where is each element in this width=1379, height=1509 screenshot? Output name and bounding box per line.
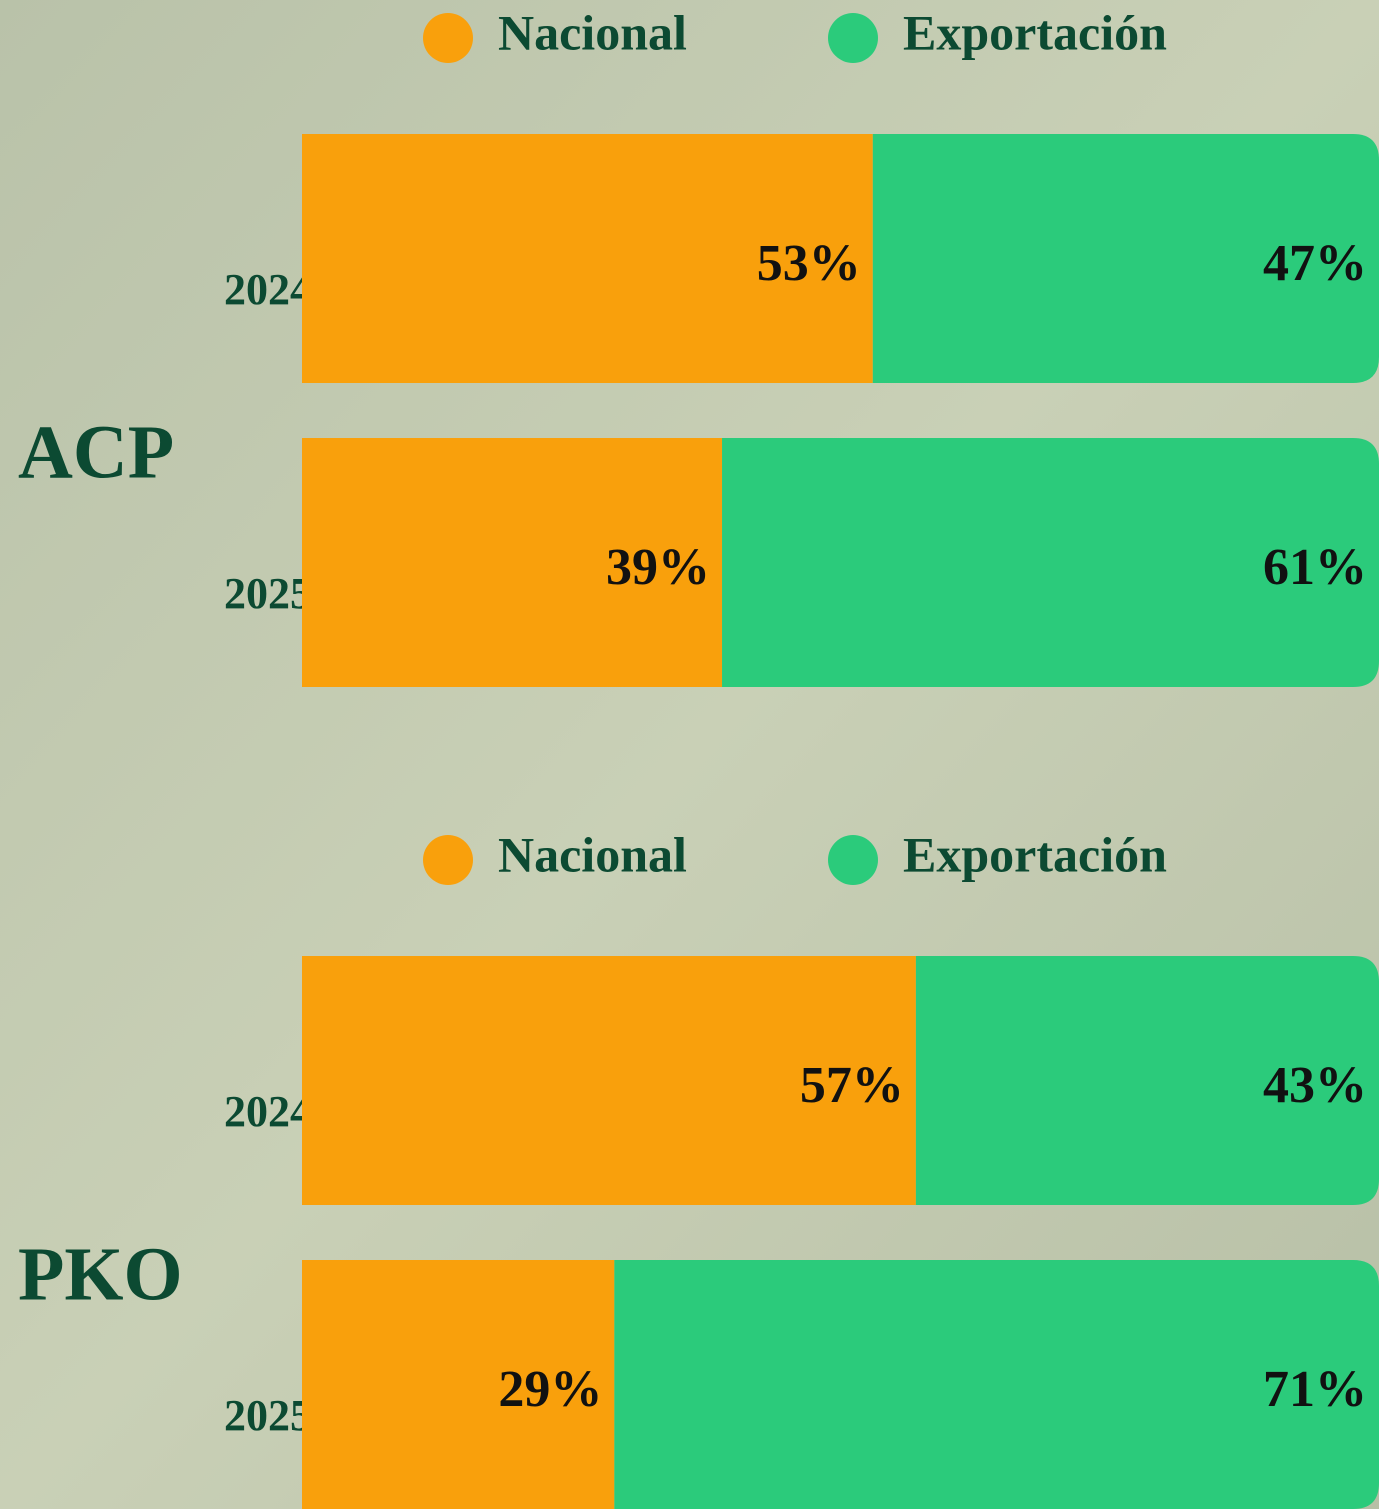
bar-segment: [302, 956, 916, 1205]
legend-swatch: [828, 835, 878, 885]
bar-segment: [302, 438, 723, 687]
legend-swatch: [423, 13, 473, 63]
y-tick-label: 2025: [224, 569, 312, 618]
value-label: 53%: [757, 235, 861, 292]
legend-label: Nacional: [498, 826, 687, 882]
legend-swatch: [423, 835, 473, 885]
bar-segment: [302, 1260, 615, 1509]
bar-segment: [915, 956, 1379, 1205]
value-label: 29%: [498, 1361, 602, 1418]
y-tick-label: 2024: [224, 1087, 312, 1136]
legend-swatch: [828, 13, 878, 63]
y-tick-label: 2024: [224, 265, 312, 314]
bar-segment: [722, 438, 1379, 687]
bar-segment: [302, 134, 873, 383]
legend-label: Exportación: [903, 4, 1167, 60]
group-label: ACP: [18, 410, 174, 494]
value-label: 57%: [800, 1057, 904, 1114]
value-label: 71%: [1263, 1361, 1367, 1418]
bar-segment: [872, 134, 1379, 383]
legend-label: Nacional: [498, 4, 687, 60]
value-label: 43%: [1263, 1057, 1367, 1114]
value-label: 39%: [606, 539, 710, 596]
y-tick-label: 2025: [224, 1391, 312, 1440]
group-label: PKO: [18, 1232, 183, 1316]
legend-label: Exportación: [903, 826, 1167, 882]
value-label: 61%: [1263, 539, 1367, 596]
value-label: 47%: [1263, 235, 1367, 292]
bar-segment: [614, 1260, 1379, 1509]
